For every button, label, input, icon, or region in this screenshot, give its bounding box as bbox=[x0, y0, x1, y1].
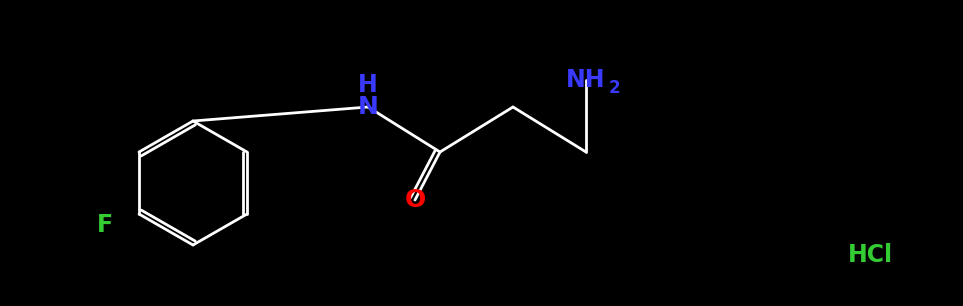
Text: H: H bbox=[358, 73, 377, 97]
Text: HCl: HCl bbox=[847, 243, 893, 267]
Text: F: F bbox=[97, 213, 113, 237]
Text: O: O bbox=[404, 188, 426, 212]
Text: N: N bbox=[357, 95, 378, 119]
Text: NH: NH bbox=[566, 68, 606, 92]
Text: 2: 2 bbox=[609, 79, 620, 97]
